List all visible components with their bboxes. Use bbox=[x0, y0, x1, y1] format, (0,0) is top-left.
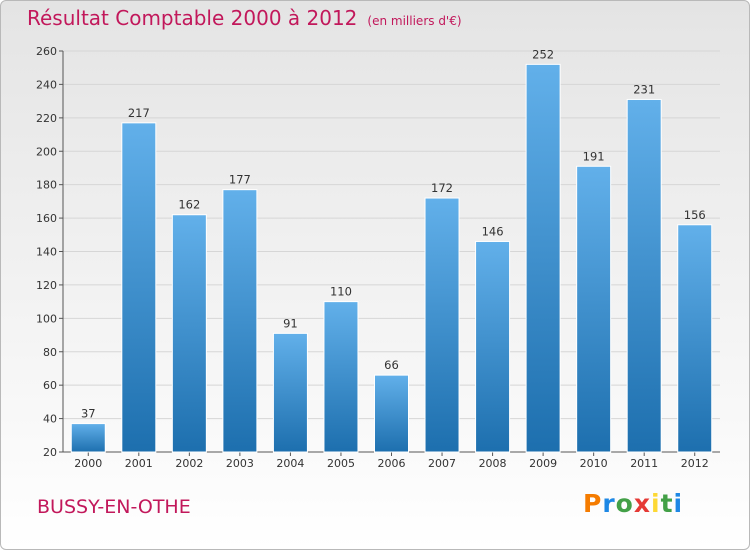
x-tick-label-2010: 2010 bbox=[580, 457, 608, 470]
y-tick-label: 40 bbox=[43, 413, 57, 426]
x-tick-label-2002: 2002 bbox=[175, 457, 203, 470]
y-tick-label: 140 bbox=[36, 246, 57, 259]
logo-letter: P bbox=[583, 489, 603, 518]
bar-2009 bbox=[525, 63, 561, 453]
x-tick-label-2006: 2006 bbox=[378, 457, 406, 470]
value-label-2002: 162 bbox=[178, 198, 200, 212]
value-label-2005: 110 bbox=[330, 285, 352, 299]
x-tick-label-2003: 2003 bbox=[226, 457, 254, 470]
logo-letter: i bbox=[673, 489, 684, 518]
bar-2005 bbox=[323, 301, 359, 453]
y-tick-label: 220 bbox=[36, 112, 57, 125]
x-tick-label-2007: 2007 bbox=[428, 457, 456, 470]
y-tick-label: 20 bbox=[43, 446, 57, 459]
bar-2012 bbox=[677, 224, 713, 453]
y-tick-label: 60 bbox=[43, 379, 57, 392]
value-label-2012: 156 bbox=[684, 208, 706, 222]
x-tick-label-2004: 2004 bbox=[276, 457, 304, 470]
bar-2004 bbox=[272, 332, 308, 453]
chart-title-text: Résultat Comptable 2000 à 2012 bbox=[27, 6, 358, 30]
x-tick-label-2001: 2001 bbox=[125, 457, 153, 470]
value-label-2008: 146 bbox=[482, 224, 504, 238]
value-label-2007: 172 bbox=[431, 181, 453, 195]
chart-title: Résultat Comptable 2000 à 2012 (en millie… bbox=[27, 6, 462, 30]
bar-2001 bbox=[121, 122, 157, 453]
logo-letter: i bbox=[651, 489, 661, 518]
x-tick-label-2000: 2000 bbox=[74, 457, 102, 470]
bars bbox=[70, 63, 713, 453]
bar-2002 bbox=[171, 214, 207, 453]
x-tick-label-2012: 2012 bbox=[681, 457, 709, 470]
proxiti-logo: Proxiti bbox=[583, 489, 683, 518]
logo-letter: t bbox=[660, 489, 674, 518]
x-tick-label-2009: 2009 bbox=[529, 457, 557, 470]
bar-2000 bbox=[70, 423, 106, 453]
unit-label: (en milliers d'€) bbox=[367, 14, 462, 28]
logo-letter: r bbox=[602, 489, 616, 518]
y-tick-label: 80 bbox=[43, 346, 57, 359]
bar-2010 bbox=[576, 165, 612, 453]
value-label-2000: 37 bbox=[81, 407, 96, 421]
x-tick-label-2008: 2008 bbox=[479, 457, 507, 470]
value-label-2001: 217 bbox=[128, 106, 150, 120]
logo-letter: o bbox=[615, 489, 634, 518]
bar-2006 bbox=[374, 374, 409, 453]
value-label-2011: 231 bbox=[633, 82, 655, 96]
labels: 20 40 60 80 100 120 140 160 180 200 220 240 260 37 200… bbox=[36, 45, 709, 470]
location-name: BUSSY-EN-OTHE bbox=[37, 496, 191, 518]
logo-letter: x bbox=[633, 489, 651, 518]
bar-2007 bbox=[424, 197, 460, 453]
y-tick-label: 120 bbox=[36, 279, 57, 292]
bar-2008 bbox=[475, 240, 511, 453]
y-tick-label: 100 bbox=[36, 312, 57, 325]
value-label-2003: 177 bbox=[229, 173, 251, 187]
value-label-2010: 191 bbox=[583, 149, 605, 163]
y-tick-label: 260 bbox=[36, 45, 57, 58]
y-tick-label: 180 bbox=[36, 179, 57, 192]
bar-2003 bbox=[222, 189, 258, 453]
value-label-2006: 66 bbox=[384, 358, 399, 372]
y-tick-label: 200 bbox=[36, 145, 57, 158]
y-tick-label: 240 bbox=[36, 78, 57, 91]
x-tick-label-2011: 2011 bbox=[630, 457, 658, 470]
value-label-2004: 91 bbox=[283, 316, 298, 330]
value-label-2009: 252 bbox=[532, 47, 554, 61]
y-tick-label: 160 bbox=[36, 212, 57, 225]
x-tick-label-2005: 2005 bbox=[327, 457, 355, 470]
bar-2011 bbox=[626, 98, 662, 453]
